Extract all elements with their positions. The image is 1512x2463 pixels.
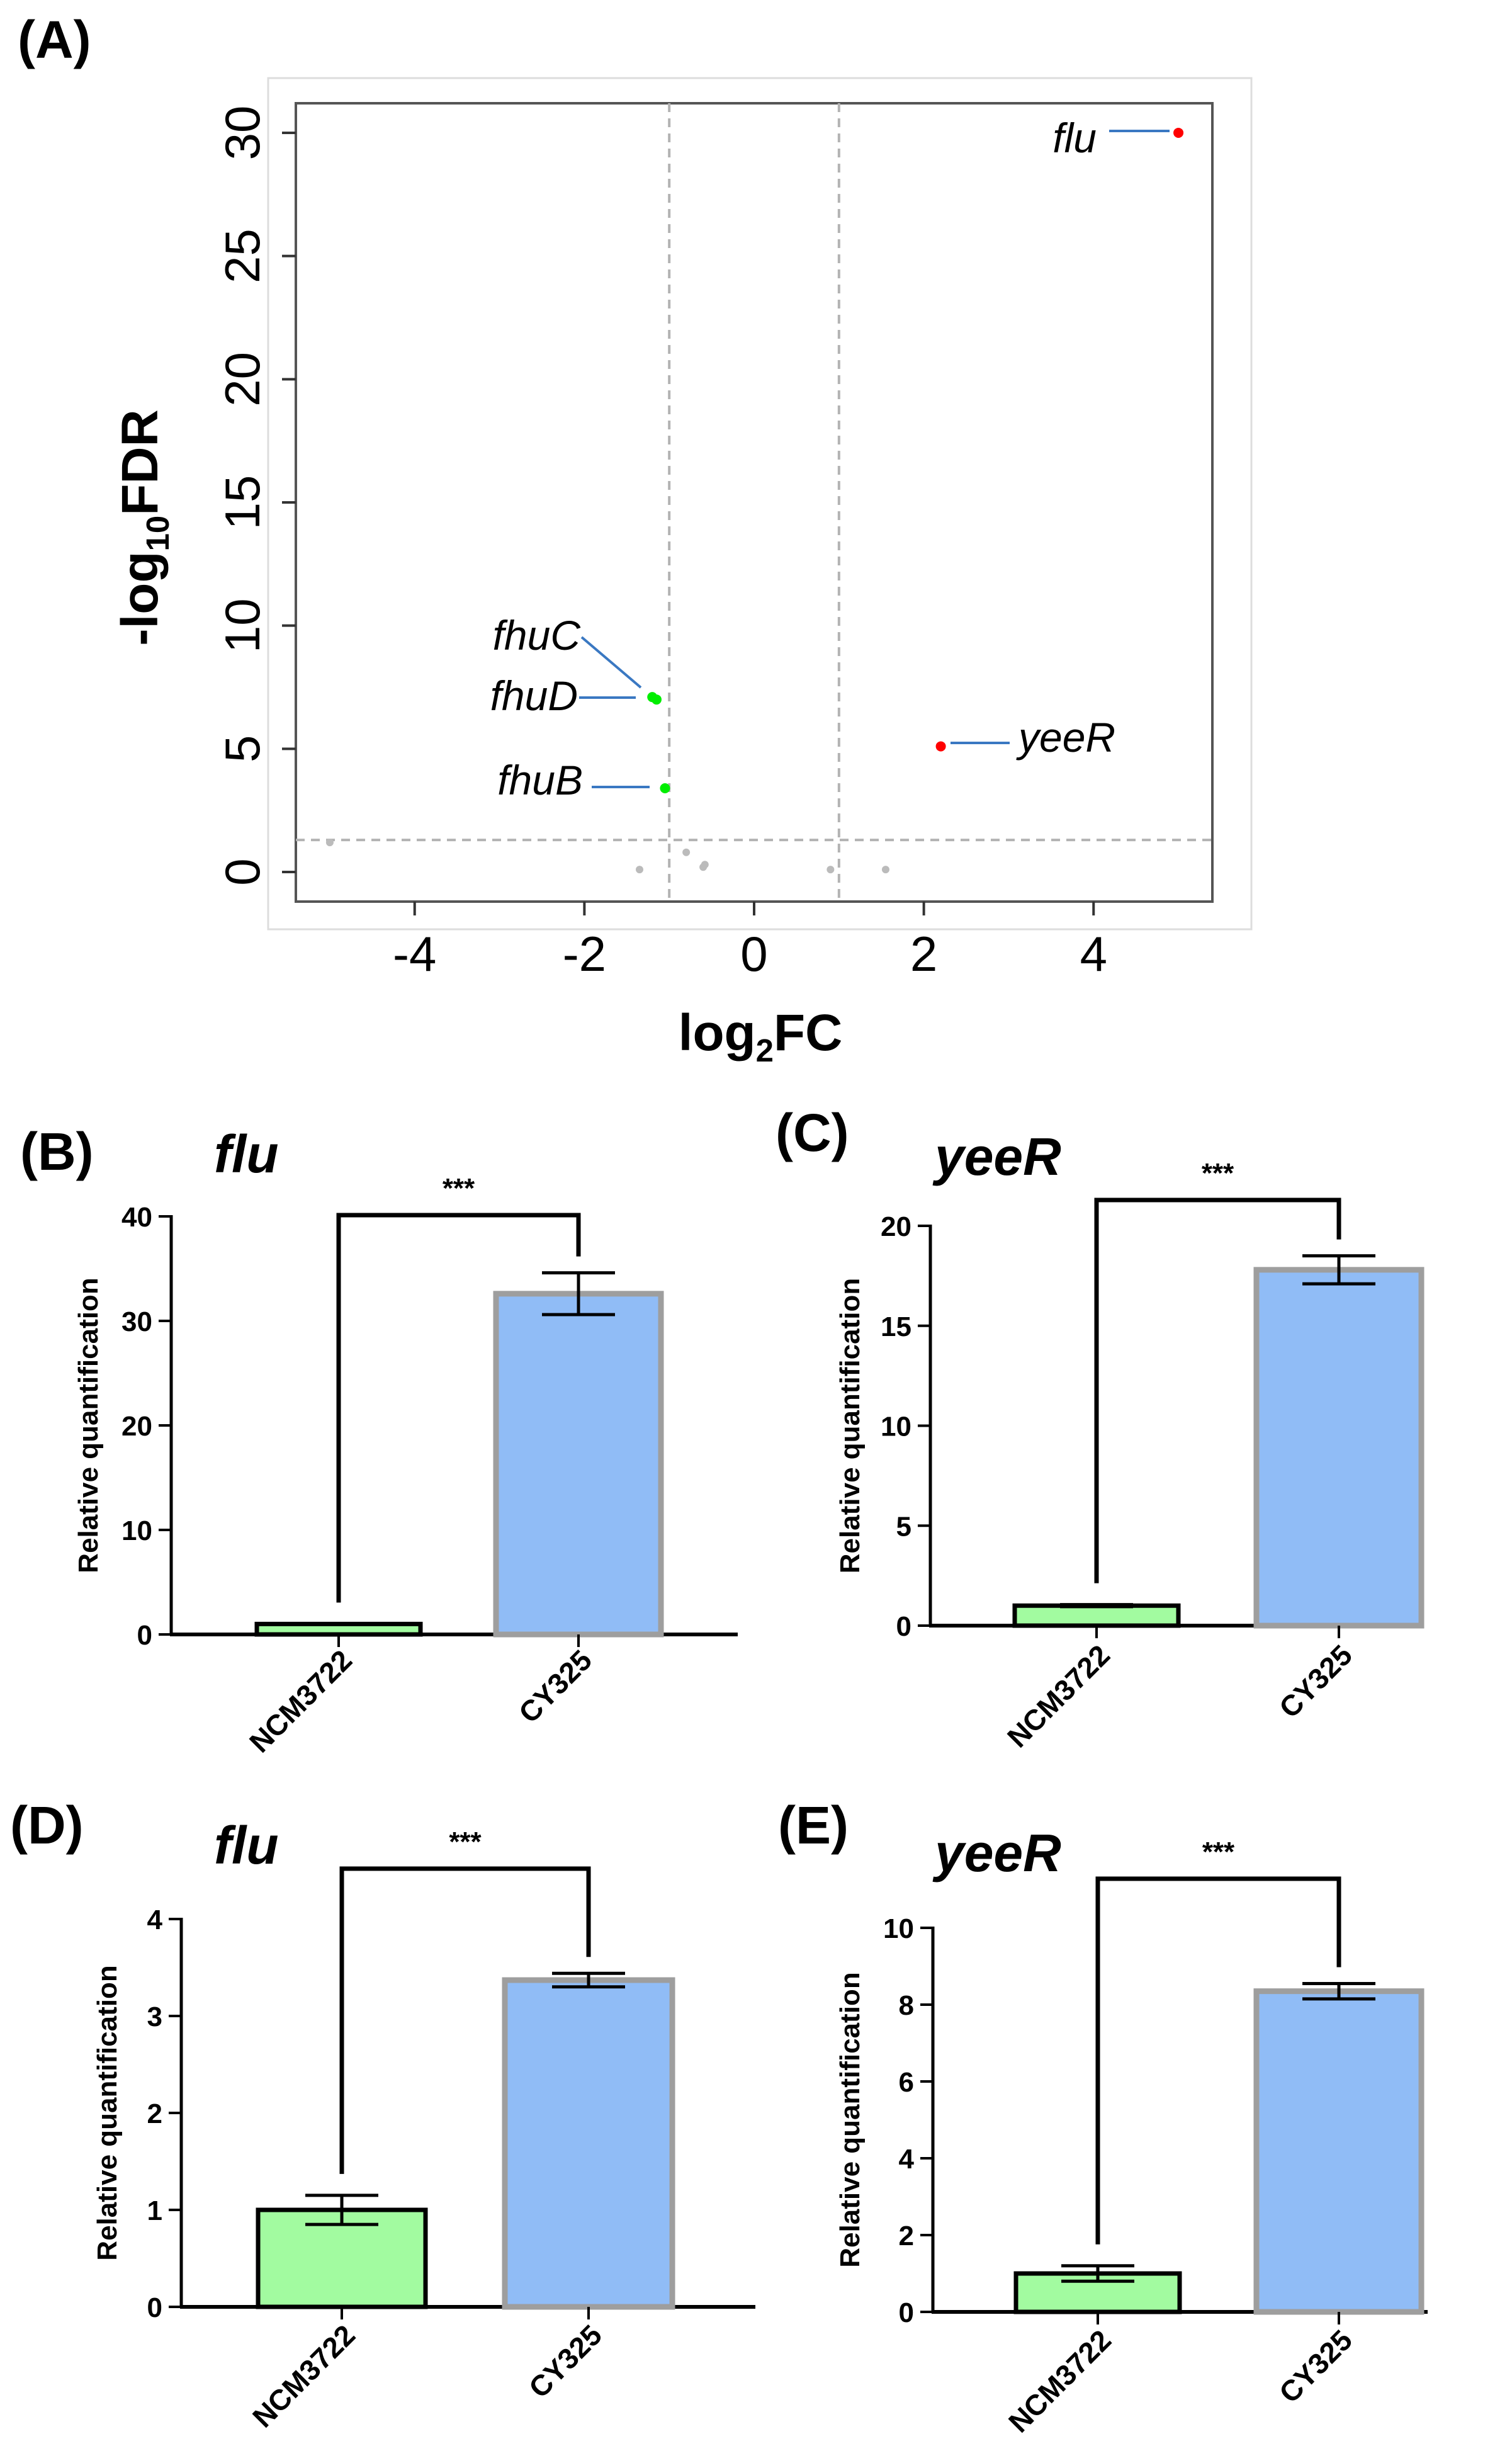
y-tick-label: 5 (215, 735, 270, 762)
chart-title: yeeR (932, 1823, 1061, 1883)
x-tick-label: -4 (393, 926, 436, 982)
y-tick-label: 5 (896, 1511, 911, 1542)
y-tick-label: 30 (215, 106, 270, 161)
point-label: fhuD (490, 672, 578, 719)
panel-label: (D) (10, 1796, 84, 1855)
panel-label: (B) (20, 1122, 94, 1181)
data-point (881, 866, 889, 874)
panel-label: (C) (776, 1103, 849, 1162)
volcano-plot: (A) -4 -2 0 2 4 0 5 10 15 20 25 30 log2FC -log10FDR flu… (18, 10, 1253, 1068)
data-point (651, 694, 662, 705)
data-point (935, 741, 946, 752)
y-tick-label: 0 (899, 2297, 914, 2328)
y-axis-title: Relative quantification (835, 1972, 866, 2267)
y-tick-label: 0 (896, 1611, 911, 1642)
point-label: flu (1052, 115, 1097, 161)
y-tick-label: 10 (121, 1515, 152, 1546)
y-tick-label: 3 (147, 2002, 162, 2032)
chart-title: flu (214, 1816, 279, 1875)
data-point (1173, 127, 1184, 138)
bar-chart-c: (C) yeeR 0 5 10 15 20 Relative quantification NC… (776, 1103, 1425, 1754)
significance-label: *** (449, 1826, 482, 1857)
plot-background (267, 77, 1253, 931)
category-label: CY325 (1273, 2323, 1358, 2409)
category-label: NCM3722 (1002, 2323, 1117, 2438)
y-axis-title: Relative quantification (92, 1965, 123, 2260)
bar-chart-b: (B) flu 0 10 20 30 40 Relative quantification NC… (20, 1122, 738, 1759)
y-tick-label: 20 (881, 1211, 911, 1242)
y-tick-label: 15 (215, 475, 270, 530)
significance-bracket (339, 1866, 591, 2174)
significance-label: *** (443, 1173, 475, 1204)
significance-bracket (1095, 1876, 1341, 2245)
y-tick-label: 20 (215, 352, 270, 407)
y-tick-label: 0 (147, 2292, 162, 2323)
y-tick-label: 10 (883, 1913, 914, 1944)
panel-label: (E) (778, 1796, 849, 1855)
point-label-line (580, 636, 642, 689)
category-label: CY325 (512, 1643, 598, 1729)
y-axis-title: -log10FDR (111, 409, 176, 646)
panel-label-a: (A) (18, 10, 91, 69)
y-tick-label: 8 (899, 1990, 914, 2021)
bar (1253, 1988, 1425, 2315)
y-tick-label: 0 (137, 1620, 152, 1651)
x-tick-label: 0 (740, 926, 767, 982)
data-point (701, 861, 709, 869)
bar (1012, 1603, 1181, 1628)
significance-label: *** (1202, 1837, 1235, 1867)
bar (493, 1291, 664, 1638)
x-axis-title: log2FC (679, 1004, 843, 1068)
y-tick-label: 20 (121, 1411, 152, 1442)
y-tick-label: 4 (147, 1905, 163, 1935)
y-tick-label: 15 (881, 1311, 911, 1342)
point-label: fhuC (493, 612, 582, 659)
data-point (660, 783, 670, 793)
data-point (682, 848, 691, 856)
point-label: yeeR (1016, 714, 1115, 761)
x-tick-label: -2 (563, 926, 606, 982)
y-tick-label: 2 (147, 2098, 162, 2129)
y-tick-label: 25 (215, 229, 270, 283)
point-label: fhuB (497, 757, 583, 803)
y-tick-label: 0 (215, 858, 270, 885)
chart-title: flu (214, 1124, 279, 1184)
y-axis-title: Relative quantification (835, 1278, 866, 1573)
bar (502, 1977, 675, 2310)
data-point (827, 866, 835, 874)
y-tick-label: 1 (147, 2195, 162, 2226)
y-tick-label: 30 (121, 1306, 152, 1337)
significance-bracket (1094, 1198, 1341, 1583)
category-label: CY325 (522, 2318, 608, 2404)
y-axis-title: Relative quantification (73, 1277, 104, 1573)
category-label: NCM3722 (1001, 1638, 1116, 1753)
significance-bracket (336, 1213, 581, 1603)
significance-label: *** (1202, 1158, 1234, 1189)
y-tick-label: 10 (881, 1412, 911, 1442)
data-point (325, 839, 334, 847)
category-label: NCM3722 (243, 1643, 358, 1758)
y-tick-label: 40 (121, 1202, 152, 1233)
y-tick-label: 4 (899, 2144, 915, 2175)
y-tick-label: 6 (899, 2067, 914, 2098)
category-label: NCM3722 (246, 2318, 361, 2433)
bar (1253, 1267, 1425, 1629)
x-tick-label: 2 (910, 926, 937, 982)
chart-title: yeeR (932, 1127, 1061, 1186)
bar-chart-e: (E) yeeR 0 2 4 6 8 10 Relative quantification NCM… (778, 1796, 1428, 2439)
bar (254, 1621, 423, 1637)
data-point (636, 866, 643, 874)
category-label: CY325 (1273, 1638, 1358, 1724)
bar-chart-d: (D) flu 0 1 2 3 4 Relative quantification NCM372… (10, 1796, 755, 2434)
x-tick-label: 4 (1080, 926, 1107, 982)
y-tick-label: 10 (215, 598, 270, 653)
y-tick-label: 2 (899, 2221, 914, 2251)
